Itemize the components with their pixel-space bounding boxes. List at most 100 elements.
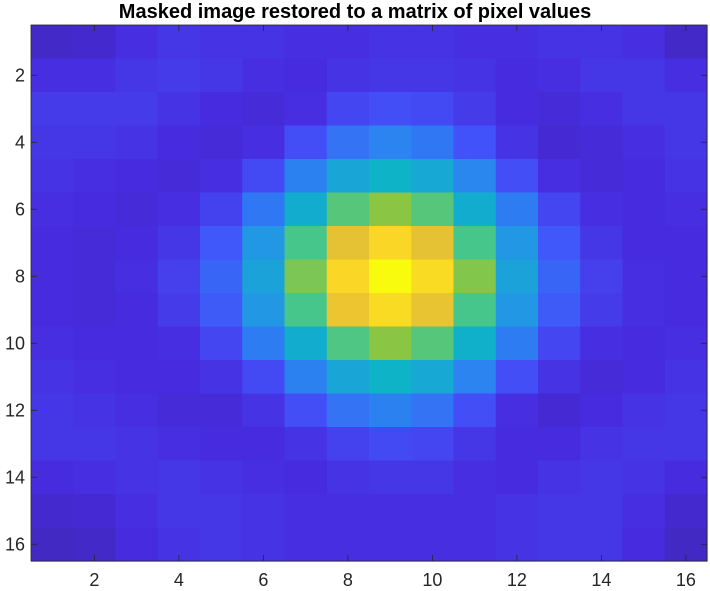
heatmap-cell	[326, 326, 370, 361]
heatmap-cell	[453, 192, 497, 227]
heatmap-cell	[31, 360, 74, 395]
heatmap-cell	[31, 460, 74, 495]
heatmap-cell	[200, 393, 243, 428]
heatmap-cell	[538, 326, 581, 361]
heatmap-cell	[73, 427, 117, 462]
heatmap-cell	[580, 58, 624, 93]
heatmap-cell	[115, 527, 159, 562]
heatmap-cell	[580, 393, 624, 428]
heatmap-cell	[242, 427, 286, 462]
heatmap-cell	[115, 494, 159, 529]
x-tick-label: 10	[422, 570, 442, 590]
heatmap-cell	[411, 92, 455, 127]
heatmap-cell	[411, 125, 455, 160]
heatmap-cell	[622, 427, 666, 462]
heatmap-cell	[411, 326, 455, 361]
heatmap-cell	[284, 427, 328, 462]
heatmap-cell	[495, 92, 539, 127]
heatmap-cell	[495, 293, 539, 328]
heatmap-cell	[622, 125, 666, 160]
heatmap-cell	[411, 293, 455, 328]
heatmap-cell	[664, 192, 708, 227]
heatmap-cell	[664, 259, 708, 294]
heatmap-cell	[73, 460, 117, 495]
heatmap-cell	[284, 393, 328, 428]
heatmap-cell	[157, 326, 201, 361]
heatmap-cell	[115, 159, 159, 194]
heatmap-cell	[157, 460, 201, 495]
heatmap-cell	[580, 360, 624, 395]
heatmap-cell	[453, 460, 497, 495]
heatmap-cell	[411, 360, 455, 395]
heatmap-cell	[369, 427, 412, 462]
heatmap-cell	[200, 226, 243, 261]
heatmap-cell	[73, 92, 117, 127]
heatmap-cell	[200, 460, 243, 495]
heatmap-cell	[622, 226, 666, 261]
heatmap-cell	[73, 159, 117, 194]
heatmap-cell	[31, 393, 74, 428]
heatmap-cell	[538, 159, 581, 194]
heatmap-cell	[31, 192, 74, 227]
heatmap-cell	[411, 460, 455, 495]
heatmap-cell	[622, 527, 666, 562]
heatmap-cell	[326, 259, 370, 294]
heatmap-cell	[538, 92, 581, 127]
heatmap-cell	[73, 259, 117, 294]
heatmap-cell	[538, 393, 581, 428]
heatmap-cell	[200, 293, 243, 328]
heatmap-cell	[200, 159, 243, 194]
heatmap-cell	[411, 494, 455, 529]
heatmap-cell	[31, 494, 74, 529]
heatmap-cell	[580, 92, 624, 127]
heatmap-cell	[73, 293, 117, 328]
heatmap-cell	[622, 259, 666, 294]
heatmap-cell	[31, 259, 74, 294]
heatmap-cell	[495, 494, 539, 529]
axes-box	[30, 24, 708, 562]
heatmap-cell	[664, 293, 708, 328]
heatmap-cell	[495, 427, 539, 462]
heatmap-cell	[622, 460, 666, 495]
heatmap-cell	[157, 259, 201, 294]
heatmap-cell	[326, 427, 370, 462]
heatmap-cell	[369, 58, 412, 93]
heatmap-cell	[538, 226, 581, 261]
y-tick-label: 8	[15, 266, 25, 286]
heatmap-cell	[453, 293, 497, 328]
heatmap-cell	[115, 293, 159, 328]
heatmap-cell	[453, 92, 497, 127]
heatmap-cell	[495, 192, 539, 227]
heatmap-cell	[580, 460, 624, 495]
heatmap-cell	[580, 259, 624, 294]
heatmap-cell	[73, 226, 117, 261]
heatmap-cell	[538, 527, 581, 562]
heatmap-cell	[73, 125, 117, 160]
heatmap-cell	[200, 92, 243, 127]
heatmap-cell	[622, 25, 666, 60]
heatmap-cell	[326, 494, 370, 529]
heatmap-cell	[369, 25, 412, 60]
heatmap-cell	[580, 293, 624, 328]
y-tick-label: 16	[5, 534, 25, 554]
heatmap-cell	[242, 226, 286, 261]
heatmap-cell	[115, 427, 159, 462]
x-tick-label: 4	[174, 570, 184, 590]
x-tick-label: 2	[89, 570, 99, 590]
heatmap-cell	[200, 427, 243, 462]
heatmap-cell	[73, 326, 117, 361]
heatmap-cell	[538, 259, 581, 294]
heatmap-cell	[284, 25, 328, 60]
heatmap-cell	[31, 92, 74, 127]
heatmap-cell	[157, 92, 201, 127]
heatmap-cell	[242, 293, 286, 328]
heatmap-cell	[200, 58, 243, 93]
chart-title: Masked image restored to a matrix of pix…	[118, 1, 592, 23]
heatmap-cell	[453, 25, 497, 60]
heatmap-cell	[157, 360, 201, 395]
heatmap-cell	[411, 226, 455, 261]
heatmap-cell	[326, 159, 370, 194]
heatmap-cell	[538, 293, 581, 328]
heatmap-cell	[453, 159, 497, 194]
heatmap-cell	[538, 360, 581, 395]
